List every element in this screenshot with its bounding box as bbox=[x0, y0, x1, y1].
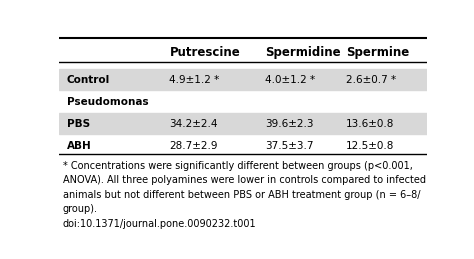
Text: Pseudomonas: Pseudomonas bbox=[66, 97, 148, 107]
Text: 28.7±2.9: 28.7±2.9 bbox=[169, 141, 218, 151]
Text: ABH: ABH bbox=[66, 141, 91, 151]
Text: Spermine: Spermine bbox=[346, 46, 409, 59]
Text: 37.5±3.7: 37.5±3.7 bbox=[265, 141, 313, 151]
Text: 12.5±0.8: 12.5±0.8 bbox=[346, 141, 394, 151]
Text: 4.0±1.2 *: 4.0±1.2 * bbox=[265, 75, 315, 85]
Text: doi:10.1371/journal.pone.0090232.t001: doi:10.1371/journal.pone.0090232.t001 bbox=[63, 219, 256, 229]
Text: 34.2±2.4: 34.2±2.4 bbox=[169, 119, 218, 129]
Bar bbox=[59, 113, 427, 134]
Text: group).: group). bbox=[63, 204, 98, 214]
Text: * Concentrations were significantly different between groups (p<0.001,: * Concentrations were significantly diff… bbox=[63, 161, 413, 171]
Text: Spermidine: Spermidine bbox=[265, 46, 341, 59]
Text: 2.6±0.7 *: 2.6±0.7 * bbox=[346, 75, 396, 85]
Text: Control: Control bbox=[66, 75, 110, 85]
Text: 39.6±2.3: 39.6±2.3 bbox=[265, 119, 313, 129]
Text: animals but not different between PBS or ABH treatment group (n = 6–8/: animals but not different between PBS or… bbox=[63, 190, 420, 200]
Text: PBS: PBS bbox=[66, 119, 90, 129]
Text: ANOVA). All three polyamines were lower in controls compared to infected: ANOVA). All three polyamines were lower … bbox=[63, 175, 426, 185]
Bar bbox=[59, 69, 427, 90]
Text: 13.6±0.8: 13.6±0.8 bbox=[346, 119, 394, 129]
Text: 4.9±1.2 *: 4.9±1.2 * bbox=[169, 75, 220, 85]
Text: Putrescine: Putrescine bbox=[169, 46, 240, 59]
